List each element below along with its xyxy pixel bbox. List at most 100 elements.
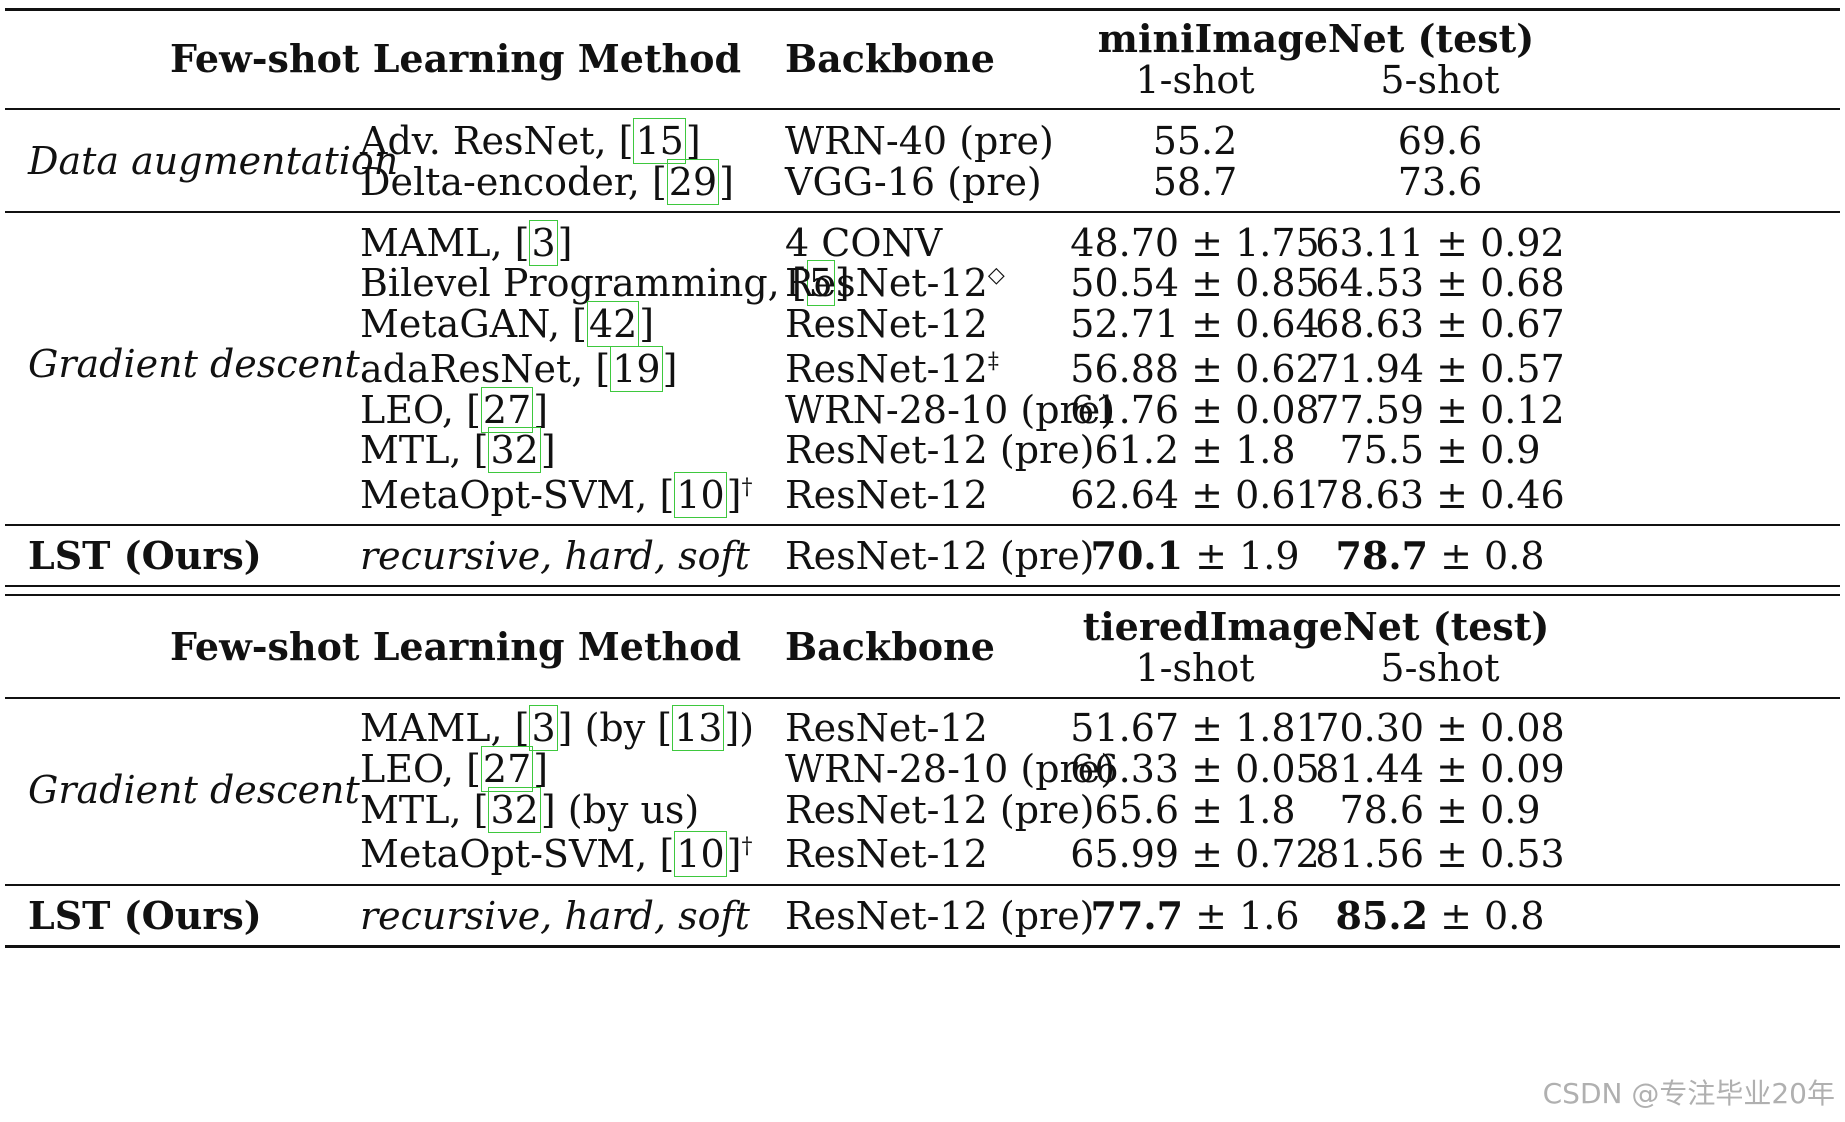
method-cell: Bilevel Programming, [5] [360,260,850,306]
citation-link[interactable]: 3 [529,705,558,751]
method-cell: MTL, [32] [360,427,556,473]
ours-desc: recursive, hard, soft [360,534,750,578]
backbone-name: VGG-16 (pre) [785,160,1042,204]
citation-link[interactable]: 27 [480,746,534,792]
backbone-mark: ◇ [987,263,1005,288]
method-name: LEO, [360,388,467,432]
backbone-mark: ‡ [987,349,999,374]
five-shot-value: 81.44 ± 0.09 [1315,747,1565,791]
backbone-cell: 4 CONV [785,224,942,262]
method-cell: MAML, [3] (by [13]) [360,705,755,751]
one-shot-value: 48.70 ± 1.75 [1070,221,1320,265]
five-shot-value: 81.56 ± 0.53 [1315,832,1565,876]
citation-link[interactable]: 5 [806,260,835,306]
backbone-cell: ResNet-12 (pre) [785,788,1095,832]
citation-link[interactable]: 32 [488,427,541,473]
citation-link[interactable]: 27 [480,387,534,433]
backbone-cell: WRN-28-10 (pre) [785,391,1115,429]
backbone-cell: ResNet-12 [785,832,988,876]
citation-link[interactable]: 13 [672,705,725,751]
group-label-data-augmentation: Data augmentation [28,139,399,183]
backbone-cell: VGG-16 (pre) [785,163,1042,201]
citation-link[interactable]: 15 [633,118,686,164]
backbone-cell: WRN-40 (pre) [785,122,1054,160]
method-cell: adaResNet, [19] [360,346,678,392]
dataset-title-tiered: tieredImageNet (test) [1082,604,1550,649]
one-shot-value: 51.67 ± 1.81 [1070,706,1320,750]
method-name: Adv. ResNet, [360,119,619,163]
method-name: MTL, [360,788,474,832]
top-rule [5,8,1840,11]
ours-desc-2: recursive, hard, soft [360,894,750,938]
ours-1shot: 70.1 ± 1.9 [1090,533,1300,578]
ours-5shot: 78.7 ± 0.8 [1335,533,1545,578]
five-shot-value: 77.59 ± 0.12 [1315,388,1565,432]
watermark: CSDN @专注毕业20年 [1542,1077,1835,1110]
dagger-mark: † [741,834,753,859]
one-shot-value: 58.7 [1152,160,1238,204]
method-note: (by us) [555,788,700,832]
one-shot-value: 66.33 ± 0.05 [1070,747,1320,791]
five-shot-value: 70.30 ± 0.08 [1315,706,1565,750]
method-cell: LEO, [27] [360,746,549,792]
one-shot-value: 61.76 ± 0.08 [1070,388,1320,432]
backbone-name: WRN-28-10 (pre) [785,388,1116,432]
citation-link[interactable]: 10 [674,831,727,877]
method-cell: Delta-encoder, [29] [360,159,734,205]
double-rule-bottom [5,594,1840,596]
one-shot-value: 62.64 ± 0.61 [1070,473,1320,517]
ours-5shot-2: 85.2 ± 0.8 [1335,893,1545,938]
ours-name-2: LST (Ours) [28,893,262,938]
backbone-name: ResNet-12 [785,261,988,305]
five-shot-value: 68.63 ± 0.67 [1315,302,1565,346]
ours-backbone-2: ResNet-12 (pre) [785,894,1095,938]
five-shot-value: 71.94 ± 0.57 [1315,347,1565,391]
citation-link[interactable]: 32 [488,787,541,833]
five-shot-value: 63.11 ± 0.92 [1315,221,1565,265]
method-note-end: ) [739,706,755,750]
five-shot-value: 78.63 ± 0.46 [1315,473,1565,517]
five-shot-header-2: 5-shot [1380,646,1500,690]
method-cell: MetaGAN, [42] [360,301,655,347]
method-name: LEO, [360,747,467,791]
group-rule-3 [5,884,1840,886]
backbone-cell: ResNet-12 [785,706,988,750]
five-shot-value: 75.5 ± 0.9 [1339,428,1541,472]
citation-link[interactable]: 3 [529,220,558,266]
backbone-name: 4 CONV [785,221,943,265]
method-name: MAML, [360,706,515,750]
citation-link[interactable]: 42 [586,301,640,347]
backbone-name: ResNet-12 [785,347,988,391]
citation-link[interactable]: 29 [666,159,720,205]
backbone-header-2: Backbone [785,624,995,669]
backbone-name: WRN-40 (pre) [785,119,1054,163]
dataset-title-mini: miniImageNet (test) [1097,16,1535,61]
one-shot-value: 55.2 [1152,119,1238,163]
method-cell: MetaOpt-SVM, [10]† [360,472,753,518]
group-rule-2 [5,524,1840,526]
backbone-name: ResNet-12 [785,473,988,517]
ours-backbone: ResNet-12 (pre) [785,534,1095,578]
header-rule-2 [5,697,1840,699]
one-shot-value: 50.54 ± 0.85 [1070,261,1320,305]
double-rule-top [5,585,1840,587]
one-shot-header: 1-shot [1135,58,1255,102]
method-name: MetaGAN, [360,302,573,346]
five-shot-value: 69.6 [1397,119,1483,163]
method-cell: MTL, [32] (by us) [360,787,700,833]
method-note: (by [572,706,658,750]
method-name: MetaOpt-SVM, [360,473,660,517]
method-header-2: Few-shot Learning Method [170,624,742,669]
citation-link[interactable]: 10 [674,472,727,518]
group-label-gradient-descent: Gradient descent [28,342,360,386]
bottom-rule [5,945,1840,948]
five-shot-value: 73.6 [1397,160,1483,204]
one-shot-value: 56.88 ± 0.62 [1070,347,1320,391]
method-cell: LEO, [27] [360,387,549,433]
method-name: Delta-encoder, [360,160,652,204]
backbone-name: ResNet-12 (pre) [785,428,1095,472]
five-shot-value: 78.6 ± 0.9 [1339,788,1541,832]
method-name: adaResNet, [360,347,596,391]
citation-link[interactable]: 19 [610,346,663,392]
one-shot-header-2: 1-shot [1135,646,1255,690]
